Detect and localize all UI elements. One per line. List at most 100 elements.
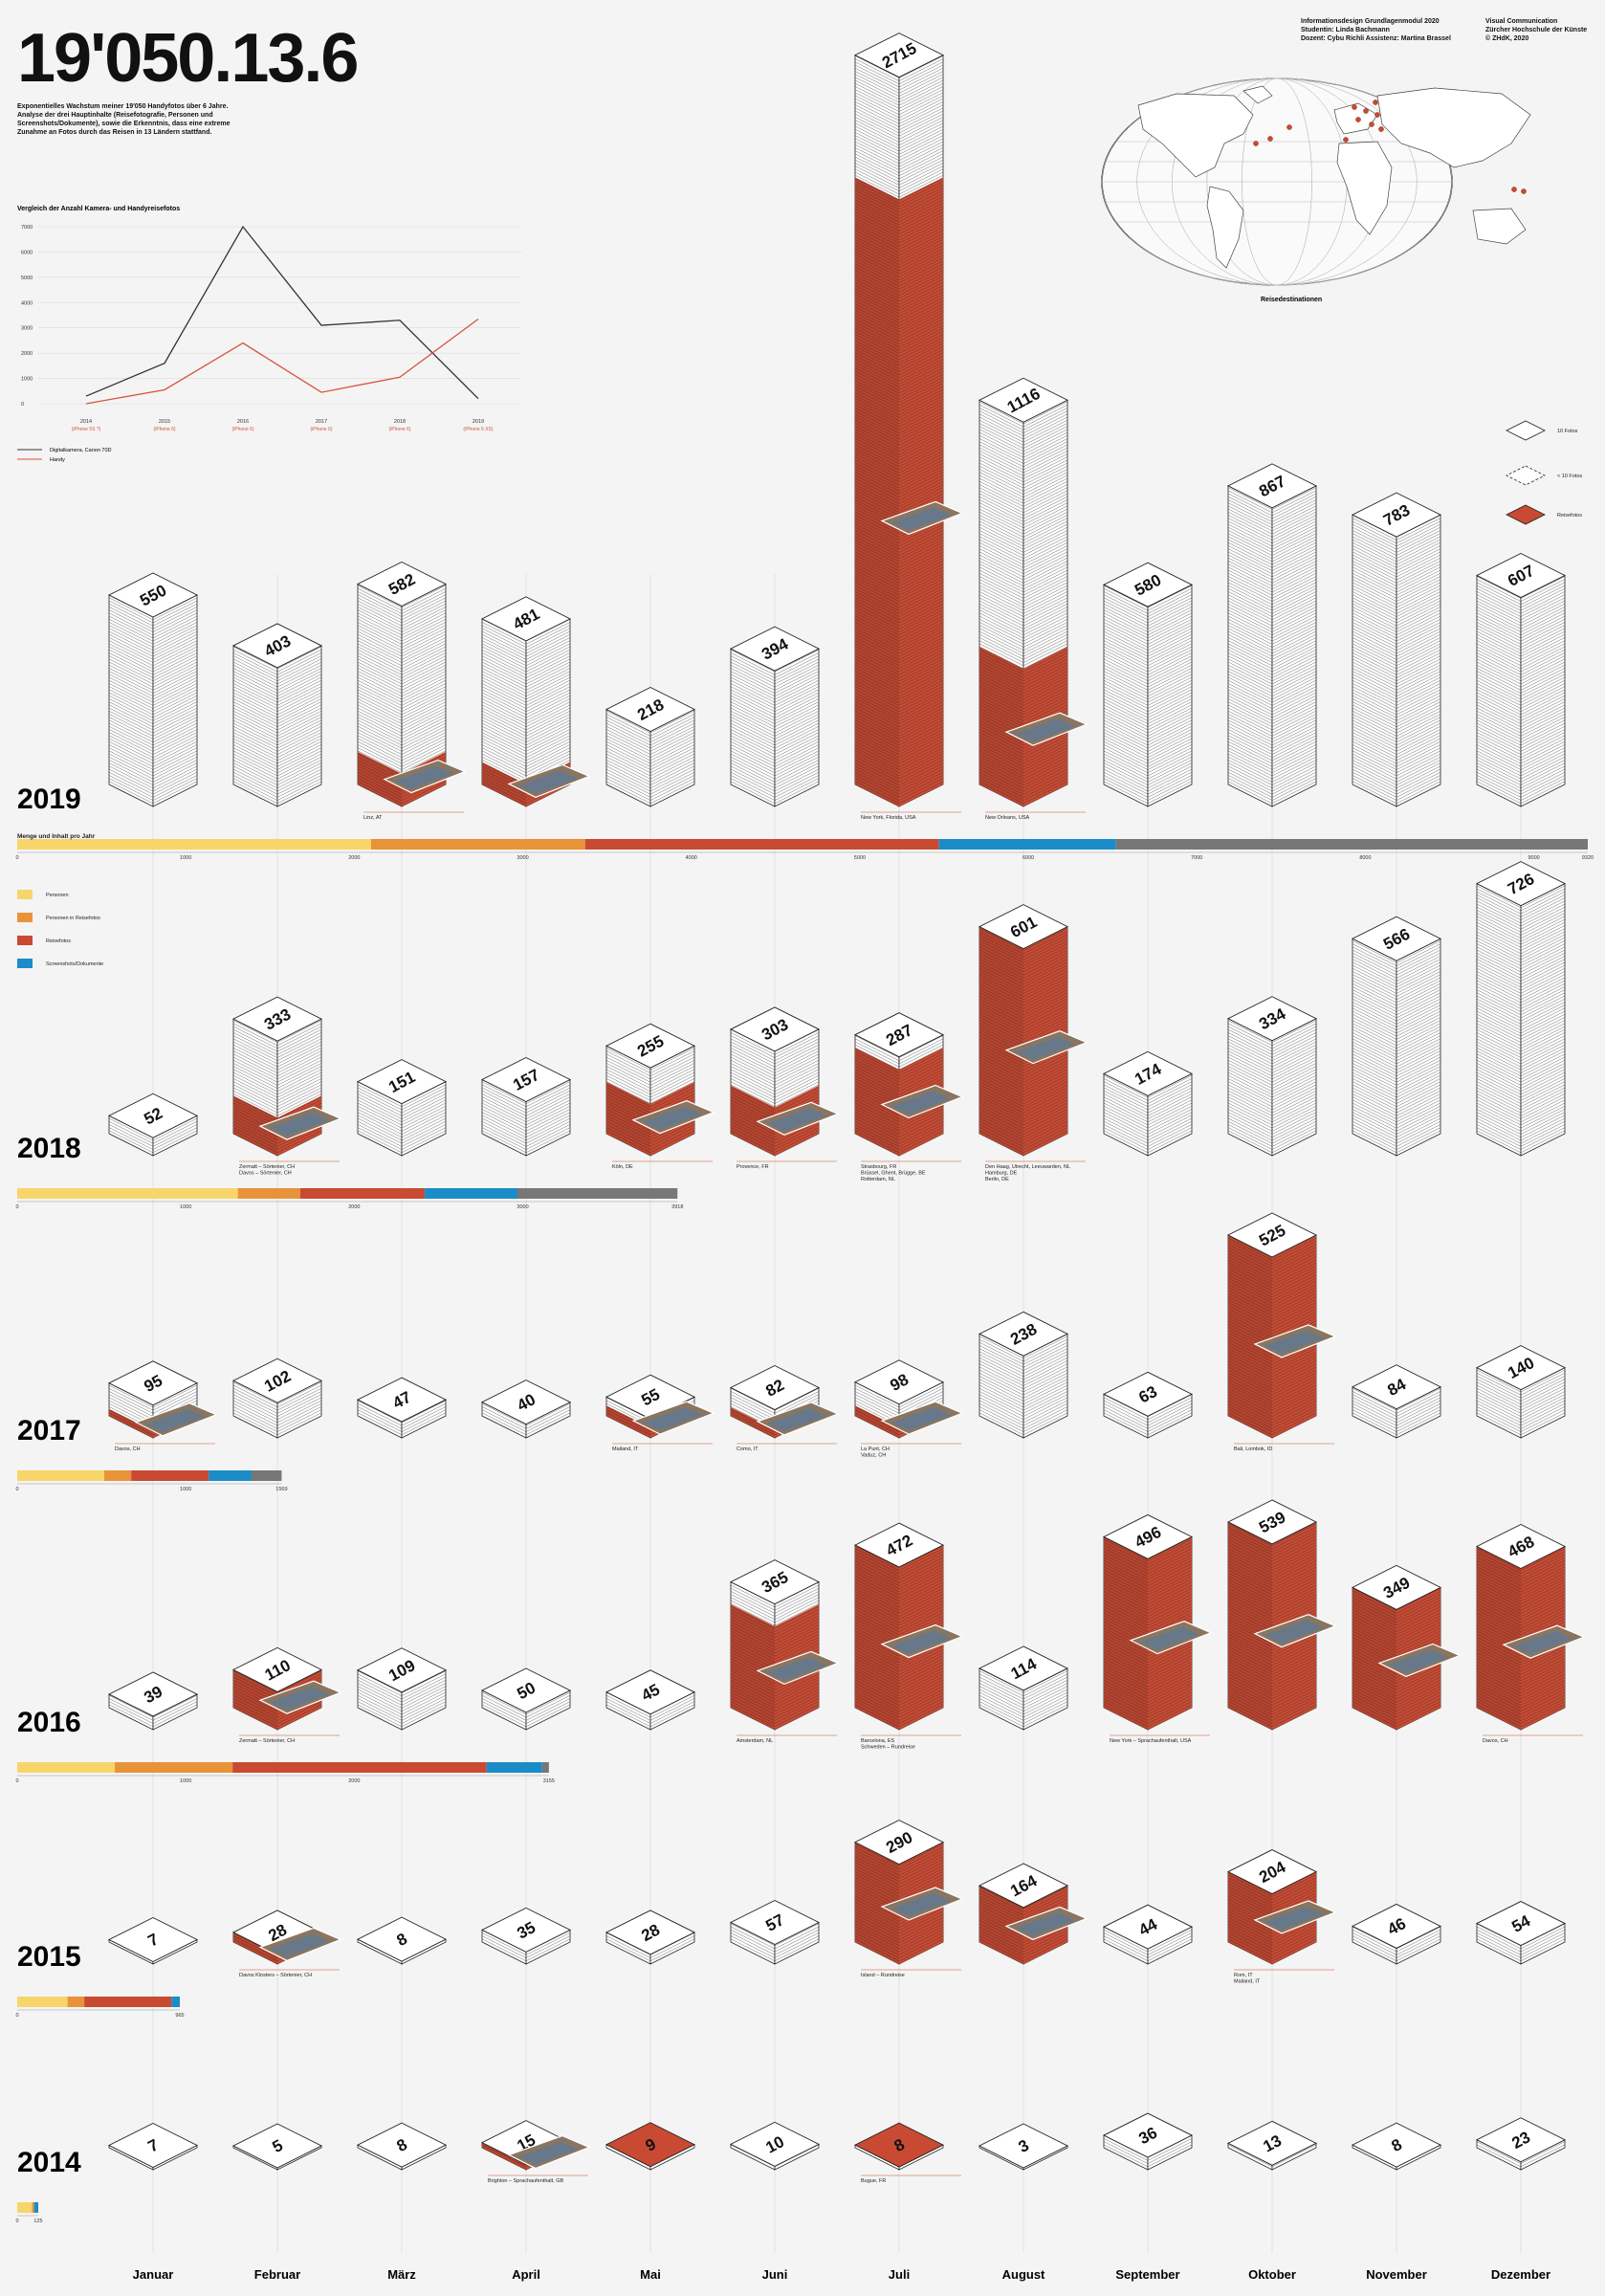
- travel-caption: Provence, FR: [737, 1164, 769, 1170]
- stack-top: [853, 1820, 945, 1866]
- map-continent: [1376, 87, 1531, 168]
- month-label: Juni: [762, 2267, 788, 2282]
- stack-travel-left: [731, 1604, 775, 1730]
- stack-layer-lines: [357, 1084, 447, 1154]
- content-legend-swatch: [17, 936, 33, 945]
- travel-photo-detail: [145, 1408, 205, 1432]
- stack-layer-lines: [1103, 1394, 1193, 1436]
- content-bar-segment: [299, 1188, 426, 1199]
- stack-layer-lines: [1103, 1074, 1193, 1154]
- content-bar-tick: 1000: [180, 1778, 191, 1784]
- month-label: November: [1366, 2267, 1427, 2282]
- content-bar-segment: [232, 1762, 487, 1773]
- stack-top: [978, 1863, 1069, 1909]
- stack-travel-left: [1228, 1235, 1272, 1438]
- stack-layer-lines: [978, 1336, 1068, 1436]
- content-bar-tick: 0: [15, 855, 18, 861]
- stack-top: [978, 377, 1069, 423]
- stack-top: [1475, 1345, 1567, 1391]
- stack-top: [729, 1364, 821, 1410]
- travel-caption: Linz, AT: [363, 815, 383, 821]
- content-bar-segment: [17, 1997, 68, 2007]
- content-bar-segment: [251, 1470, 282, 1481]
- content-legend-label: Personen in Reisefotos: [46, 916, 100, 921]
- line-chart-xsublabel: (iPhone 6): [388, 427, 410, 432]
- content-bar-segment: [209, 1470, 252, 1481]
- content-bar-tick: 0: [15, 2013, 18, 2019]
- stack-top: [978, 2123, 1069, 2169]
- content-legend-label: Personen: [46, 893, 69, 898]
- line-chart-xtick: 2014: [80, 419, 92, 425]
- travel-caption: Mailand, IT: [1234, 1979, 1261, 1985]
- stack-layer-lines: [1352, 1387, 1441, 1436]
- stack-travel-left: [606, 1082, 650, 1156]
- stack-right-face: [774, 648, 820, 807]
- stack-top: [1475, 861, 1567, 907]
- year-label: 2014: [17, 2147, 81, 2178]
- travel-caption: Rom, IT: [1234, 1973, 1253, 1978]
- stack-top: [729, 626, 821, 672]
- travel-photo-detail: [1016, 1912, 1075, 1936]
- content-bar-tick: 4000: [686, 855, 697, 861]
- line-chart-ytick: 1000: [21, 377, 33, 383]
- stack-layer-lines: [1476, 576, 1566, 805]
- travel-caption: Schweden – Rundreise: [861, 1745, 915, 1751]
- yearly-stacks: 2019550403582481218394271511165808677836…: [15, 33, 1594, 2224]
- stack-travel-left: [233, 1095, 277, 1156]
- content-bar-tick: 3000: [517, 1204, 528, 1210]
- stack-layer-lines: [481, 1932, 571, 1962]
- travel-caption: La Punt, CH: [861, 1446, 890, 1452]
- map-meridian: [1101, 77, 1453, 286]
- stack-top: [356, 1647, 448, 1693]
- credit-line: © ZHdK, 2020: [1485, 35, 1529, 42]
- travel-caption: Strasbourg, FR: [861, 1164, 896, 1170]
- content-bar-segment: [486, 1762, 542, 1773]
- map-destination-dot: [1267, 136, 1273, 142]
- travel-caption: Zermatt – Sörtenier, CH: [239, 1164, 295, 1170]
- stack-travel-left: [606, 1405, 650, 1438]
- stack-top: [729, 1559, 821, 1605]
- travel-photo-detail: [1389, 1649, 1448, 1673]
- content-bar-tick: 8000: [1359, 855, 1371, 861]
- map-land: [1137, 85, 1531, 269]
- stack-top: [1351, 492, 1442, 538]
- stack-top: [853, 1522, 945, 1568]
- stack-layer-lines: [1476, 885, 1566, 1154]
- stack-layer-lines: [481, 1081, 571, 1154]
- line-chart-xtick: 2018: [394, 419, 406, 425]
- stack-travel-left: [233, 1669, 277, 1730]
- line-chart-ytick: 3000: [21, 326, 33, 332]
- line-chart-ytick: 7000: [21, 225, 33, 231]
- travel-photo-detail: [270, 1933, 329, 1957]
- stack-top: [107, 1916, 199, 1962]
- stack-top: [231, 2123, 323, 2169]
- credit-line: Zürcher Hochschule der Künste: [1485, 27, 1588, 33]
- content-bar-end: 3155: [543, 1778, 555, 1784]
- content-bar-segment: [131, 1470, 209, 1481]
- travel-photo-detail: [767, 1407, 826, 1431]
- travel-photo-detail: [270, 1687, 329, 1711]
- content-bar-tick: 0: [15, 1778, 18, 1784]
- content-legend-title: Menge und Inhalt pro Jahr: [17, 833, 96, 840]
- stack-top: [853, 1359, 945, 1405]
- stack-layer-lines: [481, 1402, 571, 1436]
- stack-top: [231, 1646, 323, 1692]
- stack-top: [729, 1899, 821, 1945]
- stack-travel-left: [233, 1932, 277, 1964]
- stack-top: [1351, 1903, 1442, 1949]
- stack-top: [356, 2122, 448, 2168]
- line-chart-xtick: 2015: [159, 419, 170, 425]
- travel-caption: New York – Sprachaufenthalt, USA: [1110, 1738, 1192, 1744]
- stack-legend-swatch: [1506, 465, 1546, 486]
- stack-top: [480, 1907, 572, 1953]
- stack-travel-left: [979, 647, 1023, 806]
- stack-layer-lines: [357, 1400, 447, 1436]
- stack-travel-left: [482, 2142, 526, 2170]
- stack-legend-label: < 10 Fotos: [1557, 474, 1582, 479]
- month-label: Mai: [640, 2267, 661, 2282]
- travel-caption: Bali, Lombok, ID: [1234, 1446, 1272, 1452]
- content-bar-segment: [17, 2202, 33, 2213]
- travel-caption: Mailand, IT: [612, 1446, 639, 1452]
- travel-caption: Como, IT: [737, 1446, 759, 1452]
